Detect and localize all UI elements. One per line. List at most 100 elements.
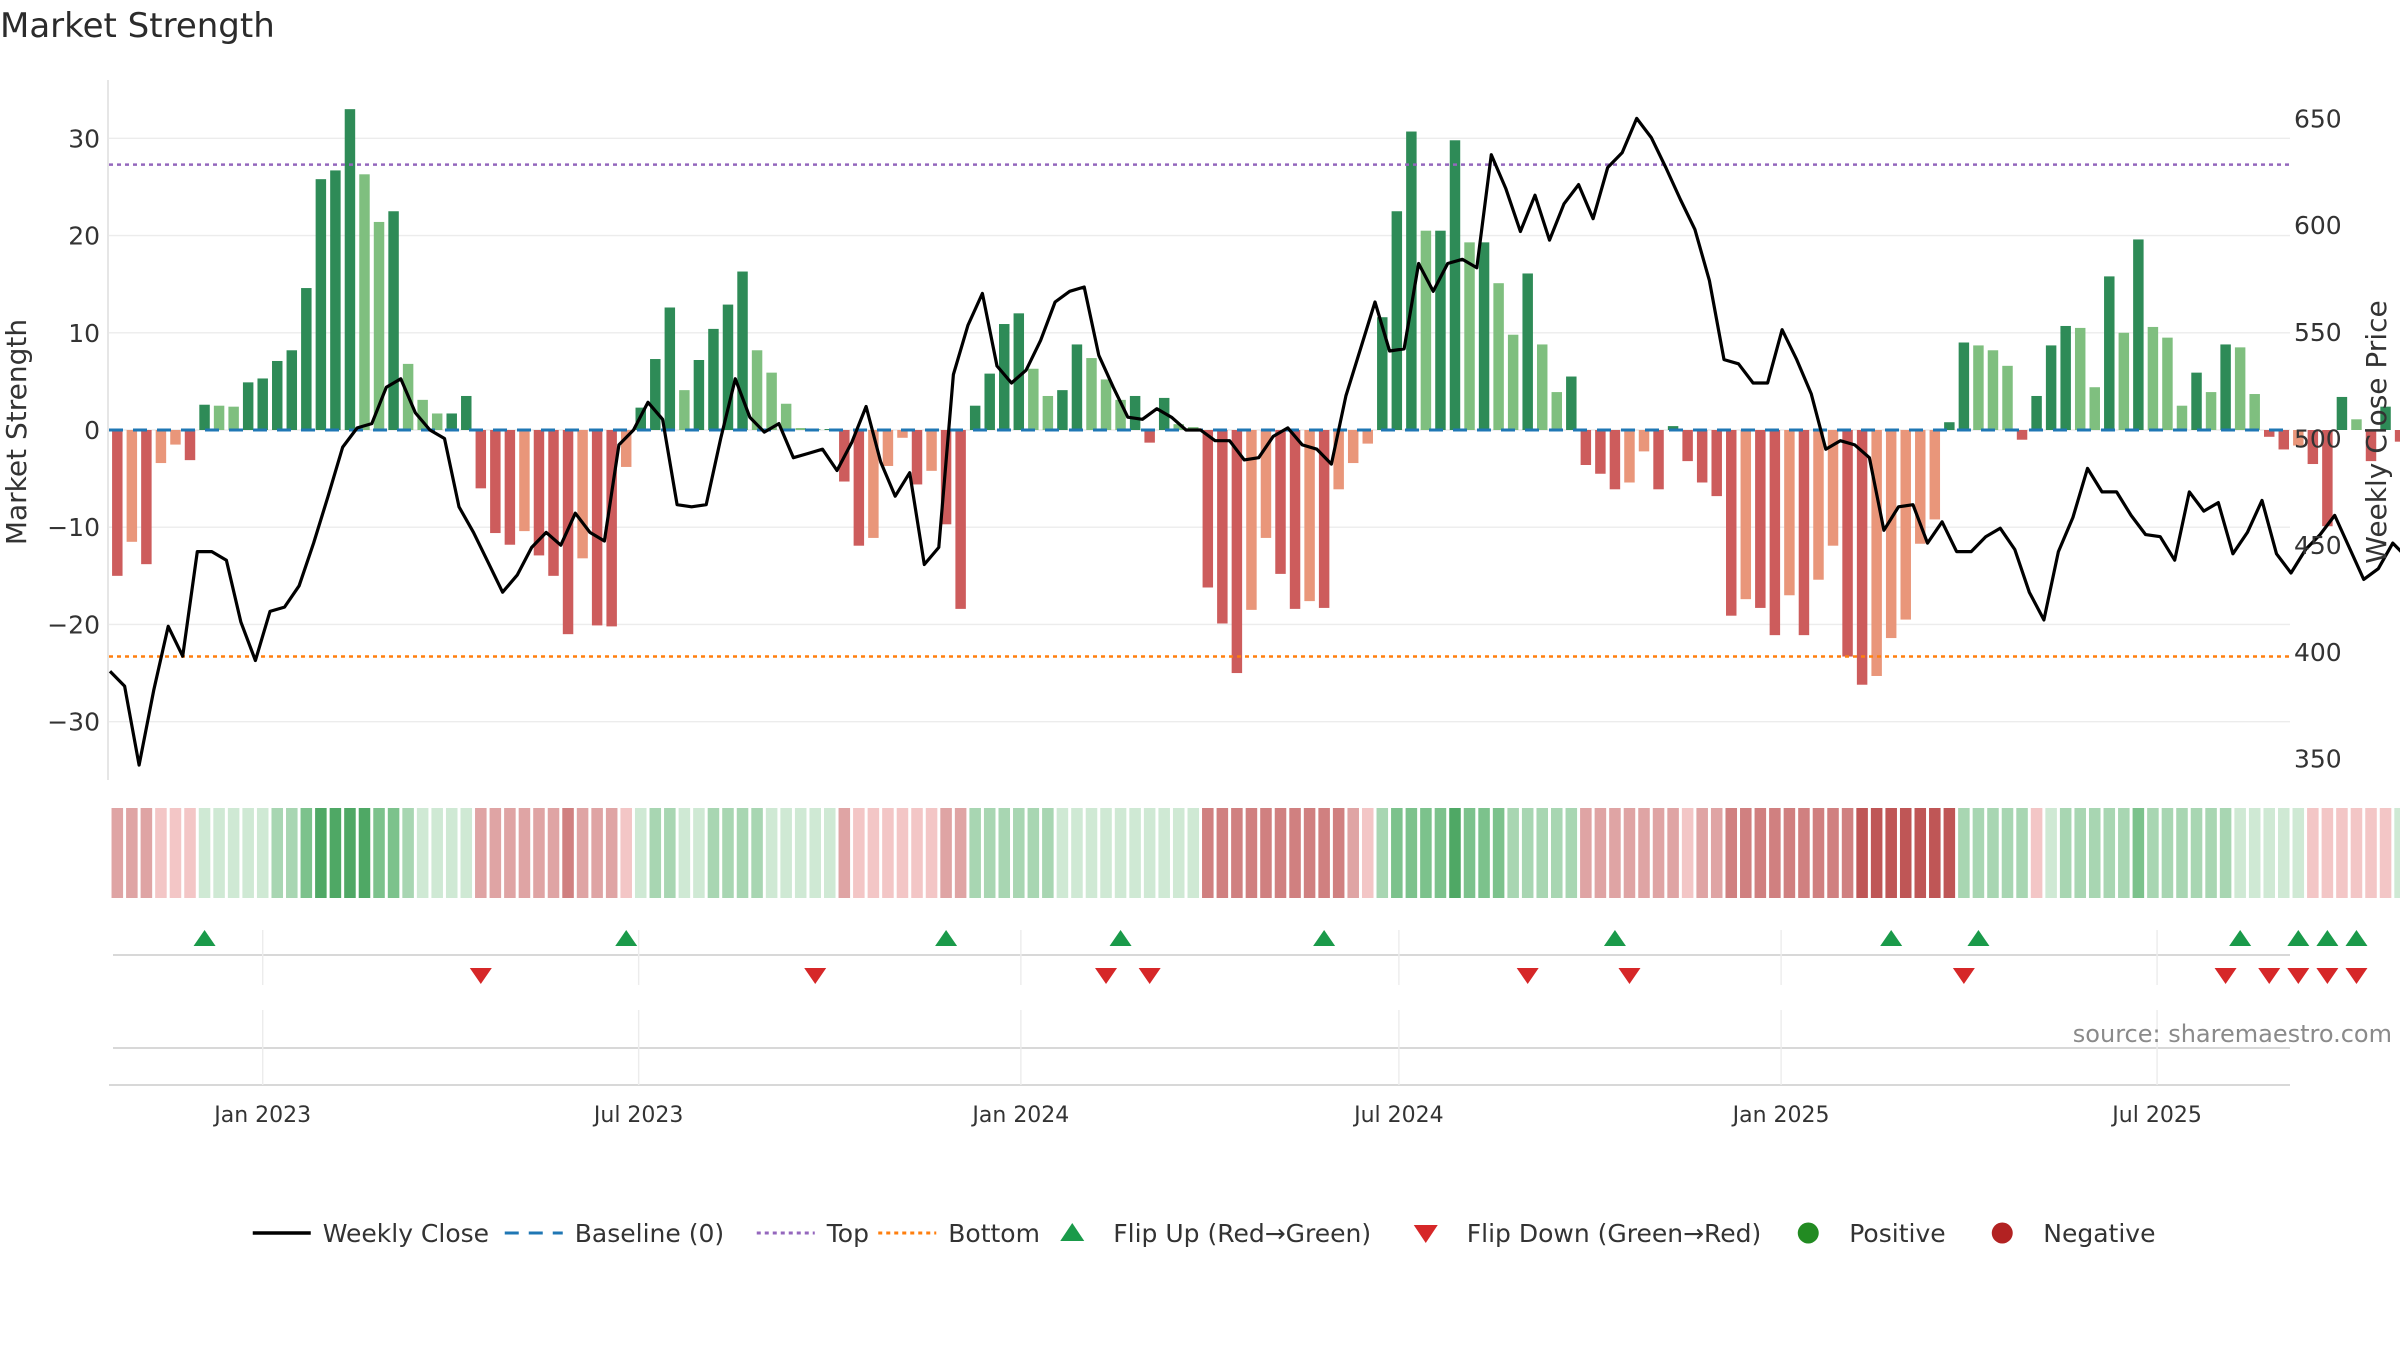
heat-strip-cell: [1420, 808, 1432, 898]
heat-strip-cell: [475, 808, 487, 898]
strength-bar: [969, 405, 981, 430]
heat-strip-cell: [634, 808, 647, 898]
heat-strip-cell: [1638, 808, 1650, 898]
strength-bar: [1493, 283, 1504, 430]
strength-bar: [1580, 430, 1592, 465]
heat-strip-cell: [1318, 808, 1330, 898]
strength-bar: [213, 405, 225, 430]
heat-strip-cell: [2074, 808, 2086, 898]
heat-strip-cell: [983, 808, 996, 898]
heat-strip-cell: [1565, 808, 1578, 898]
strength-bar: [2016, 430, 2028, 440]
strength-bar: [417, 399, 428, 430]
strength-bar: [1449, 140, 1461, 430]
y-tick-label-left: 10: [68, 319, 100, 348]
heat-strip-cell: [1594, 808, 1607, 898]
strength-bar: [1856, 430, 1868, 685]
strength-bar: [1885, 430, 1897, 639]
heat-strip-cell: [373, 808, 385, 898]
heat-strip-cell: [1812, 808, 1825, 898]
legend-item: Weekly Close: [252, 1219, 489, 1248]
heat-strip-cell: [1652, 808, 1665, 898]
strength-bar: [126, 430, 138, 542]
heat-strip-cell: [1143, 808, 1156, 898]
flip-up-marker: [615, 930, 638, 946]
strength-bar: [650, 359, 661, 430]
strength-bar: [1478, 242, 1490, 430]
strength-bar: [1115, 399, 1126, 430]
strength-bar: [882, 430, 894, 466]
heat-strip-cell: [1434, 808, 1447, 898]
strength-bar: [2089, 387, 2100, 430]
flip-up-marker: [2229, 930, 2252, 946]
strength-bar: [1929, 430, 1941, 520]
strength-bar: [2060, 325, 2071, 430]
heat-strip-cell: [2205, 808, 2217, 898]
heat-strip-cell: [286, 808, 298, 898]
heat-strip-cell: [2176, 808, 2188, 898]
strength-bar: [2205, 392, 2217, 430]
heat-strip-cell: [1172, 808, 1185, 898]
flip-down-marker: [804, 968, 827, 984]
strength-bar: [1333, 430, 1344, 490]
heat-strip-cell: [823, 808, 836, 898]
heat-strip-cell: [547, 808, 560, 898]
strength-bar: [1028, 368, 1039, 430]
heat-strip-cell: [1899, 808, 1912, 898]
y-axis-label-right: Weekly Close Price: [2360, 300, 2393, 563]
y-axis-left: 30 20 10 0 −10 −20 −30: [47, 124, 100, 736]
heat-strip-cell: [2132, 808, 2145, 898]
heat-strip-cell: [2321, 808, 2334, 898]
strength-bar: [2133, 239, 2144, 430]
strength-bar: [1362, 430, 1373, 444]
heat-strip-cell: [1303, 808, 1316, 898]
heat-strip-cell: [169, 808, 182, 898]
strength-bar: [1318, 430, 1330, 608]
heat-strip-cell: [809, 808, 821, 898]
strength-bar: [2263, 430, 2275, 437]
flip-down-marker: [1095, 968, 1118, 984]
strength-bar: [2293, 430, 2304, 446]
heat-strip-cell: [969, 808, 981, 898]
heat-strip-cell: [533, 808, 545, 898]
heat-strip-cell: [1449, 808, 1461, 898]
strength-bar: [2322, 430, 2333, 527]
heat-strip-cell: [1056, 808, 1069, 898]
strength-bar: [955, 430, 966, 609]
flip-down-marker: [1618, 968, 1641, 984]
heat-strip-cell: [198, 808, 211, 898]
strength-bar: [1377, 317, 1388, 430]
heat-strip-cell: [256, 808, 269, 898]
heat-strip-cell: [1710, 808, 1723, 898]
heat-strip-cell: [765, 808, 778, 898]
heat-strip-cell: [1696, 808, 1708, 898]
x-axis: Jan 2023 Jul 2023 Jan 2024 Jul 2024 Jan 2025…: [212, 1103, 2202, 1128]
flip-down-marker: [2345, 968, 2368, 984]
strength-bar: [1275, 430, 1286, 574]
strength-bar: [1595, 430, 1606, 474]
strength-bar: [577, 430, 588, 559]
heat-strip-cell: [1725, 808, 1738, 898]
heat-strip-cell: [213, 808, 225, 898]
y-axis-label-left: Market Strength: [0, 319, 33, 545]
strength-bar: [112, 430, 123, 576]
heat-strip-cell: [620, 808, 632, 898]
strength-bar: [984, 373, 995, 430]
heat-strip-cell: [693, 808, 705, 898]
strength-bar: [664, 307, 676, 430]
strength-bar: [1260, 430, 1272, 538]
heat-strip-cell: [678, 808, 691, 898]
strength-bar: [242, 382, 254, 430]
legend-label: Positive: [1849, 1219, 1945, 1248]
heat-strip-cell: [2161, 808, 2174, 898]
heat-strip-cell: [794, 808, 807, 898]
heat-strip-cell: [1885, 808, 1897, 898]
heat-strip-cell: [2030, 808, 2043, 898]
heat-strip-cell: [460, 808, 473, 898]
heat-strip-cell: [649, 808, 662, 898]
strength-bar: [1755, 430, 1766, 608]
strength-bar: [1973, 345, 1984, 430]
strength-bar: [999, 324, 1010, 430]
strength-bar: [344, 109, 356, 431]
